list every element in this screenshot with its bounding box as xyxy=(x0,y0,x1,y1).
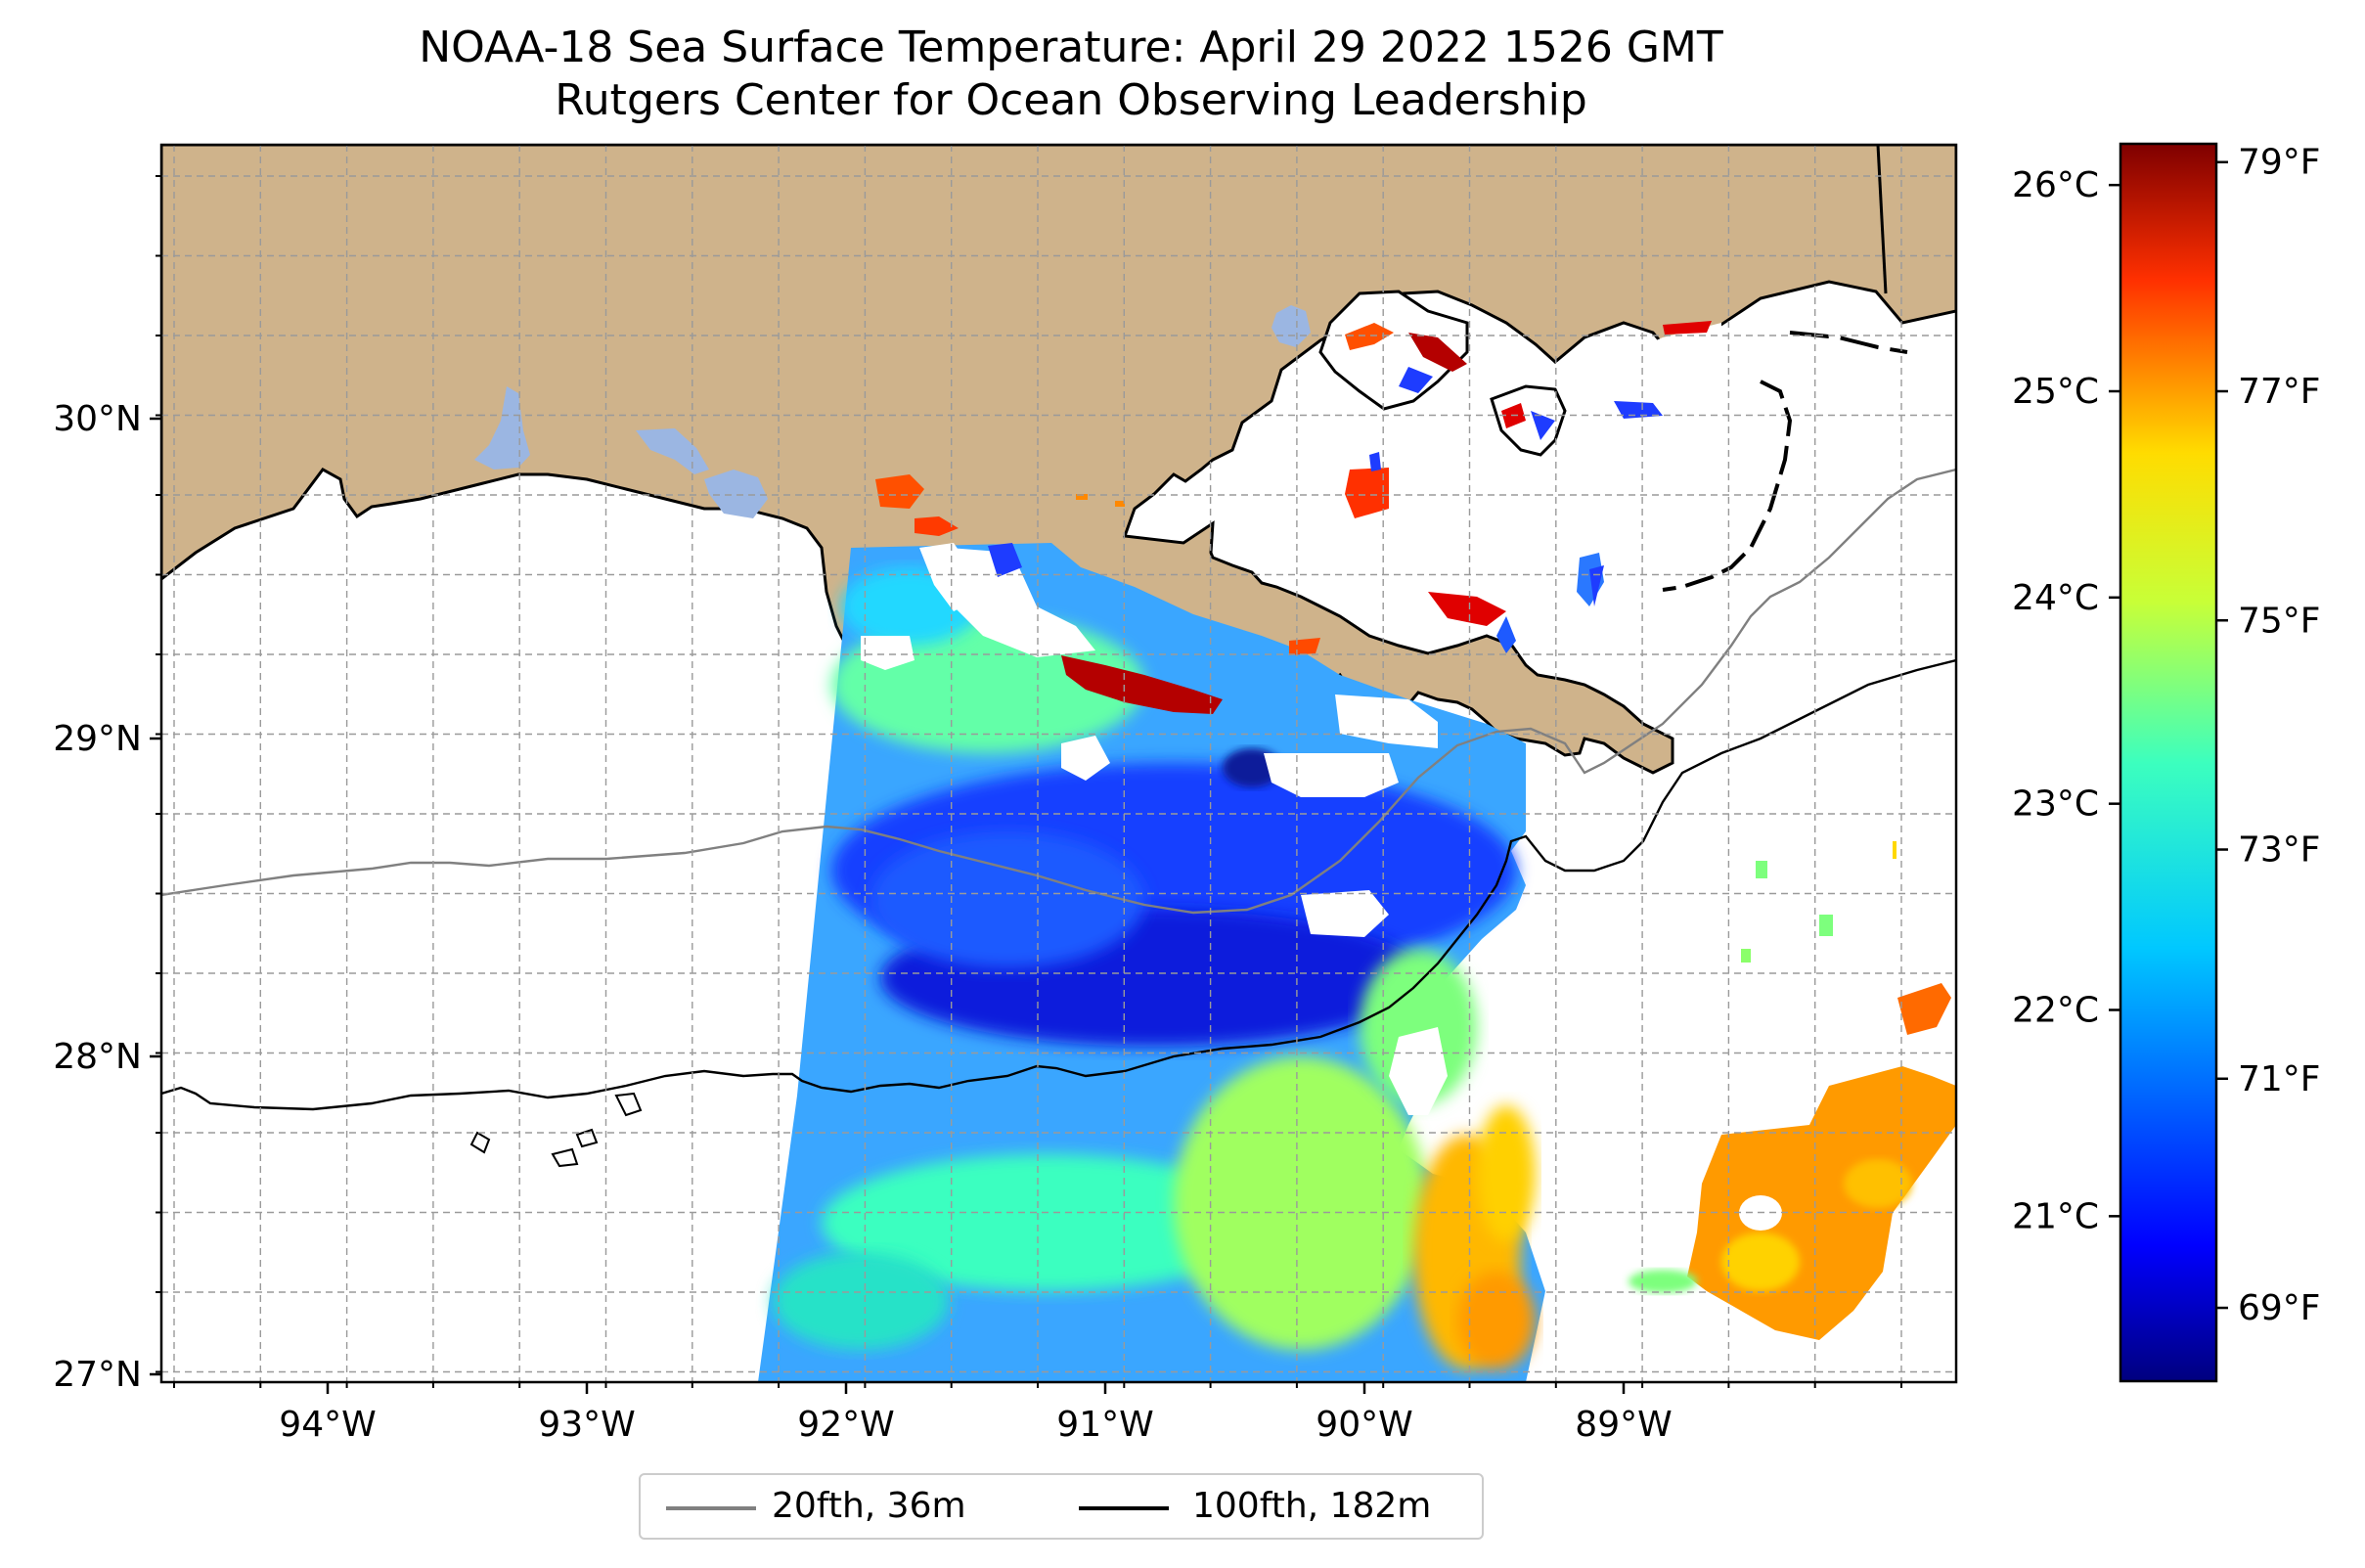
legend: 20fth, 36m 100fth, 182m xyxy=(639,1473,1484,1540)
legend-line-20fth xyxy=(666,1506,756,1510)
lon-tick-label: 94°W xyxy=(279,1405,376,1445)
colorbar-gradient xyxy=(2119,142,2218,1383)
fahrenheit-tick-label: 77°F xyxy=(2238,372,2321,412)
lon-tick-label: 90°W xyxy=(1316,1405,1412,1445)
sst-swath xyxy=(758,543,1545,1382)
colorbar-fahrenheit-axis: 79°F 77°F 75°F 73°F 71°F 69°F xyxy=(2216,143,2321,1328)
map-panel xyxy=(161,145,1956,1382)
sst-coastal-features xyxy=(875,145,1908,781)
celsius-tick-label: 25°C xyxy=(2012,372,2099,412)
celsius-tick-label: 21°C xyxy=(2012,1196,2099,1236)
map-subtitle: Rutgers Center for Ocean Observing Leade… xyxy=(555,75,1587,125)
map-frame xyxy=(159,143,1958,1384)
islands xyxy=(469,1092,643,1168)
lat-tick-label: 30°N xyxy=(53,399,142,439)
sst-east-patches xyxy=(1629,841,1956,1340)
celsius-tick-label: 23°C xyxy=(2012,784,2099,825)
latitude-axis: 30°N 29°N 28°N 27°N xyxy=(53,175,161,1395)
gridlines xyxy=(161,145,1956,1382)
lon-tick-label: 93°W xyxy=(538,1405,635,1445)
lat-tick-label: 28°N xyxy=(53,1037,142,1077)
fahrenheit-tick-label: 71°F xyxy=(2238,1059,2321,1099)
longitude-axis: 94°W 93°W 92°W 91°W 90°W 89°W xyxy=(173,1382,1902,1445)
lon-tick-label: 89°W xyxy=(1575,1405,1672,1445)
map-title: NOAA-18 Sea Surface Temperature: April 2… xyxy=(419,22,1723,72)
land-area xyxy=(161,145,1956,775)
lat-tick-label: 27°N xyxy=(53,1355,142,1395)
legend-label-20fth: 20fth, 36m xyxy=(772,1486,966,1526)
lakes xyxy=(474,305,1311,518)
isobath-20fth xyxy=(161,468,1956,915)
colorbar-celsius-axis: 26°C 25°C 24°C 23°C 22°C 21°C xyxy=(2012,165,2120,1236)
colorbar: 26°C 25°C 24°C 23°C 22°C 21°C 79°F 77°F 75°F 73°… xyxy=(2012,142,2321,1383)
lon-tick-label: 92°W xyxy=(797,1405,894,1445)
isobath-100fth xyxy=(161,658,1956,1111)
legend-label-100fth: 100fth, 182m xyxy=(1192,1486,1432,1526)
celsius-tick-label: 24°C xyxy=(2012,578,2099,618)
legend-line-100fth xyxy=(1079,1506,1169,1510)
celsius-tick-label: 22°C xyxy=(2012,991,2099,1031)
lon-tick-label: 91°W xyxy=(1056,1405,1153,1445)
fahrenheit-tick-label: 69°F xyxy=(2238,1288,2321,1328)
lat-tick-label: 29°N xyxy=(53,719,142,759)
fahrenheit-tick-label: 79°F xyxy=(2238,143,2321,183)
celsius-tick-label: 26°C xyxy=(2012,165,2099,205)
fahrenheit-tick-label: 73°F xyxy=(2238,830,2321,871)
fahrenheit-tick-label: 75°F xyxy=(2238,601,2321,641)
